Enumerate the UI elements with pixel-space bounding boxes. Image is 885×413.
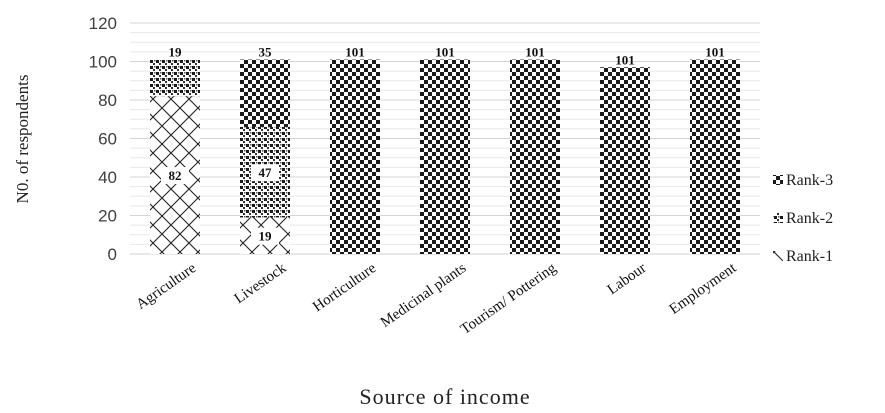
- bar-segment: [330, 59, 380, 255]
- x-category-label: Labour: [605, 260, 650, 298]
- data-label: 19: [259, 229, 273, 244]
- x-category-label: Livestock: [232, 260, 290, 307]
- y-tick-label: 40: [98, 168, 117, 187]
- data-label: 19: [169, 45, 183, 60]
- data-label: 101: [705, 45, 725, 60]
- legend: Rank-3 Rank-2 Rank-1: [773, 172, 833, 265]
- x-category-label: Employment: [667, 260, 740, 318]
- legend-swatch: [773, 175, 783, 185]
- x-axis-categories: Agriculture Livestock HorticultureMedicina…: [133, 260, 739, 338]
- x-axis-title: Source of income: [359, 384, 530, 409]
- bar-segment: [150, 59, 200, 97]
- y-tick-label: 20: [98, 207, 117, 226]
- x-category-label: Tourism/ Pottering: [458, 260, 560, 338]
- legend-label: Rank-1: [786, 248, 833, 265]
- data-label: 101: [345, 45, 365, 60]
- legend-label: Rank-2: [786, 210, 833, 227]
- bar-segment: [690, 59, 740, 255]
- y-tick-label: 60: [98, 130, 117, 149]
- legend-label: Rank-3: [786, 172, 833, 189]
- data-label: 47: [259, 165, 273, 180]
- data-label: 35: [259, 45, 273, 60]
- legend-swatch: [773, 251, 783, 261]
- data-label: 82: [169, 168, 182, 183]
- x-category-label: Medicinal plants: [378, 260, 470, 331]
- bar-segment: [600, 67, 650, 255]
- data-label: 101: [435, 45, 455, 60]
- y-tick-label: 0: [108, 245, 117, 264]
- data-label-background: [251, 227, 279, 245]
- bar-segment: [420, 59, 470, 255]
- data-label: 101: [615, 52, 635, 67]
- y-tick-label: 80: [98, 91, 117, 110]
- data-labels: 82 19 19 47 35 101 101 101 101 101: [161, 45, 725, 245]
- y-axis-ticks: 0 20 40 60 80 100 120: [89, 14, 117, 264]
- bar-segment: [510, 59, 560, 255]
- data-label: 101: [525, 45, 545, 60]
- data-label-background: [161, 167, 189, 185]
- data-label-background: [251, 164, 279, 182]
- x-category-label: Agriculture: [133, 260, 199, 313]
- bars: [150, 59, 740, 255]
- bar-segment: [240, 59, 290, 127]
- y-tick-label: 100: [89, 53, 117, 72]
- legend-swatch: [773, 213, 783, 223]
- y-axis-title: N0. of respondents: [13, 75, 32, 204]
- y-tick-label: 120: [89, 14, 117, 33]
- x-category-label: Horticulture: [310, 260, 380, 315]
